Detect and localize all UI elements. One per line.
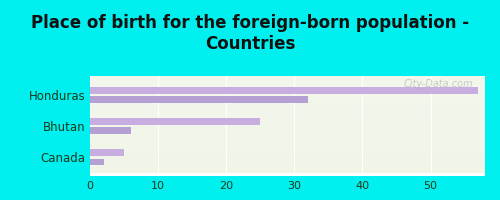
Bar	[90, 54, 485, 57]
Bar	[90, 35, 485, 38]
Bar	[90, 76, 485, 79]
Bar	[90, 87, 478, 94]
Bar	[90, 160, 485, 164]
Bar	[90, 60, 485, 64]
Bar	[90, 29, 485, 32]
Bar	[90, 96, 308, 103]
Bar	[90, 101, 485, 104]
Bar	[90, 148, 485, 151]
Bar	[90, 20, 485, 23]
Bar	[90, 127, 131, 134]
Bar	[90, 4, 485, 7]
Bar	[90, 92, 485, 95]
Bar	[90, 129, 485, 132]
Bar	[90, 145, 485, 148]
Bar	[90, 151, 485, 154]
Bar	[90, 120, 485, 123]
Bar	[90, 82, 485, 85]
Bar	[90, 164, 485, 167]
Bar	[90, 142, 485, 145]
Bar	[90, 7, 485, 10]
Bar	[90, 45, 485, 48]
Bar	[90, 154, 485, 157]
Bar	[90, 114, 485, 117]
Bar	[90, 107, 485, 110]
Bar	[90, 167, 485, 170]
Bar	[90, 149, 124, 156]
Bar	[90, 79, 485, 82]
Bar	[90, 104, 485, 107]
Bar	[90, 73, 485, 76]
Bar	[90, 1, 485, 4]
Bar	[90, 98, 485, 101]
Bar	[90, 157, 485, 160]
Bar	[90, 57, 485, 60]
Bar	[90, 10, 485, 14]
Bar	[90, 95, 485, 98]
Bar	[90, 38, 485, 42]
Bar	[90, 117, 485, 120]
Bar	[90, 158, 104, 165]
Bar	[90, 51, 485, 54]
Bar	[90, 85, 485, 88]
Bar	[90, 17, 485, 20]
Bar	[90, 26, 485, 29]
Text: City-Data.com: City-Data.com	[404, 79, 473, 89]
Bar	[90, 0, 485, 1]
Text: Place of birth for the foreign-born population -
Countries: Place of birth for the foreign-born popu…	[31, 14, 469, 53]
Bar	[90, 64, 485, 67]
Bar	[90, 123, 485, 126]
Bar	[90, 67, 485, 70]
Bar	[90, 135, 485, 138]
Bar	[90, 23, 485, 26]
Bar	[90, 126, 485, 129]
Bar	[90, 42, 485, 45]
Bar	[90, 170, 485, 173]
Bar	[90, 48, 485, 51]
Bar	[90, 132, 485, 135]
Bar	[90, 138, 485, 142]
Bar	[90, 70, 485, 73]
Bar	[90, 32, 485, 35]
Bar	[90, 118, 260, 125]
Bar	[90, 88, 485, 92]
Bar	[90, 110, 485, 114]
Bar	[90, 14, 485, 17]
